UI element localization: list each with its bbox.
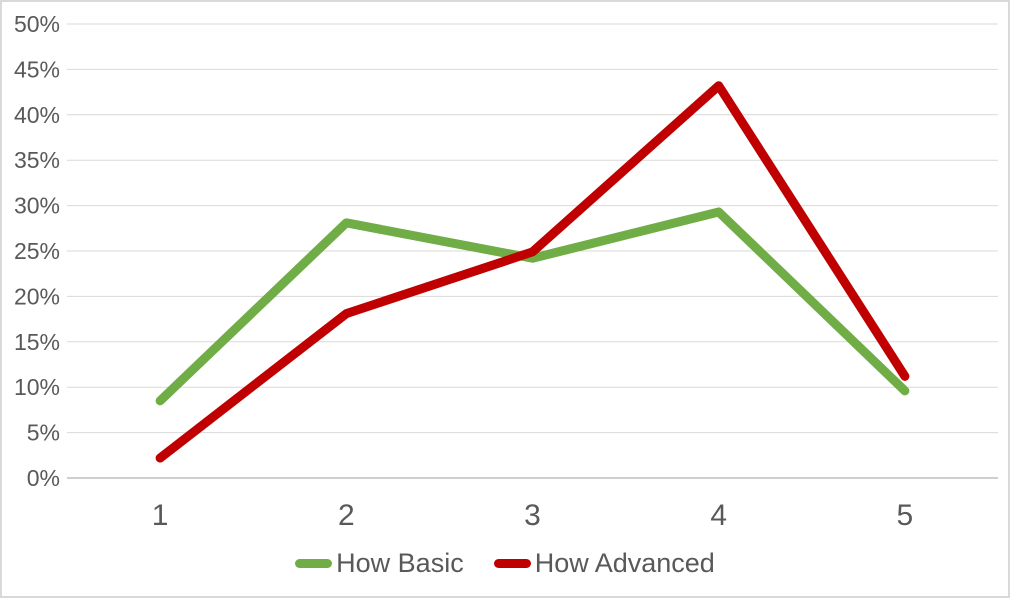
x-axis-label: 4 [710,499,727,532]
series-line-how-advanced [155,81,910,463]
legend-item-how-basic: How Basic [295,550,464,577]
x-axis-label: 5 [897,499,914,532]
x-axis-label: 2 [338,499,355,532]
y-axis-label: 5% [27,420,60,446]
legend-label-how-basic: How Basic [336,548,464,578]
legend-item-how-advanced: How Advanced [493,548,715,578]
legend-marker-how-advanced [493,559,531,568]
y-axis-label: 35% [14,147,60,173]
y-axis-label: 40% [14,102,60,128]
y-axis-label: 30% [14,193,60,219]
series-line-how-basic [155,207,910,406]
y-axis-label: 0% [27,465,60,491]
y-axis-label: 50% [14,11,60,37]
x-axis-label: 1 [152,499,169,532]
x-axis-label: 3 [524,499,541,532]
legend-label-how-advanced: How Advanced [534,548,715,578]
legend-marker-how-basic [295,559,333,568]
y-axis-label: 45% [14,56,60,82]
y-axis-label: 25% [14,238,60,264]
legend: How Basic How Advanced [2,550,1008,577]
y-axis-label: 15% [14,329,60,355]
y-axis-label: 10% [14,374,60,400]
y-axis-label: 20% [14,283,60,309]
